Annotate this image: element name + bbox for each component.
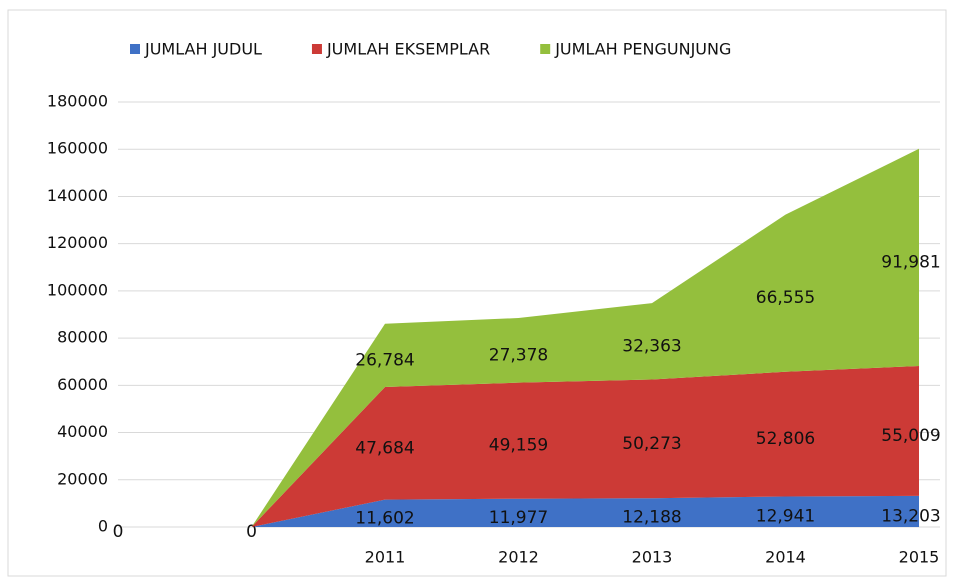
y-tick-label: 0 xyxy=(98,517,108,536)
legend-swatch xyxy=(311,44,322,54)
data-label: 11,602 xyxy=(355,508,414,528)
x-tick-label: 2012 xyxy=(498,548,539,567)
y-tick-label: 140000 xyxy=(47,186,108,205)
data-label: 12,188 xyxy=(622,508,681,528)
legend-label: JUMLAH PENGUNJUNG xyxy=(554,40,731,59)
y-tick-label: 120000 xyxy=(47,233,108,252)
x-tick-label: 2011 xyxy=(365,548,406,567)
legend-label: JUMLAH JUDUL xyxy=(144,40,262,59)
area xyxy=(118,365,919,527)
data-label: 0 xyxy=(113,522,124,542)
chart-frame xyxy=(7,9,947,577)
legend-label: JUMLAH EKSEMPLAR xyxy=(326,40,490,59)
data-label: 27,378 xyxy=(489,345,548,365)
area xyxy=(118,148,919,527)
area xyxy=(118,495,919,527)
data-label: 52,806 xyxy=(756,429,815,449)
data-label: 11,977 xyxy=(489,508,548,528)
y-tick-label: 20000 xyxy=(57,469,108,488)
data-label: 32,363 xyxy=(622,336,681,356)
data-label: 13,203 xyxy=(881,506,940,526)
y-tick-label: 80000 xyxy=(57,328,108,347)
data-label: 66,555 xyxy=(756,288,815,308)
data-label: 26,784 xyxy=(355,350,414,370)
data-label: 47,684 xyxy=(355,438,414,458)
data-label: 49,159 xyxy=(489,436,548,456)
data-label: 0 xyxy=(246,522,257,542)
data-label: 12,941 xyxy=(756,507,815,527)
y-tick-label: 60000 xyxy=(57,375,108,394)
y-tick-label: 100000 xyxy=(47,280,108,299)
x-tick-label: 2013 xyxy=(632,548,673,567)
legend-swatch xyxy=(540,44,551,54)
x-tick-label: 2015 xyxy=(899,548,940,567)
x-tick-label: 2014 xyxy=(765,548,806,567)
data-label: 55,009 xyxy=(881,426,940,446)
y-tick-label: 160000 xyxy=(47,139,108,158)
y-tick-label: 180000 xyxy=(47,92,108,111)
legend-swatch xyxy=(130,44,140,54)
data-label: 50,273 xyxy=(622,434,681,454)
y-tick-label: 40000 xyxy=(57,422,108,441)
data-label: 91,981 xyxy=(881,252,940,272)
